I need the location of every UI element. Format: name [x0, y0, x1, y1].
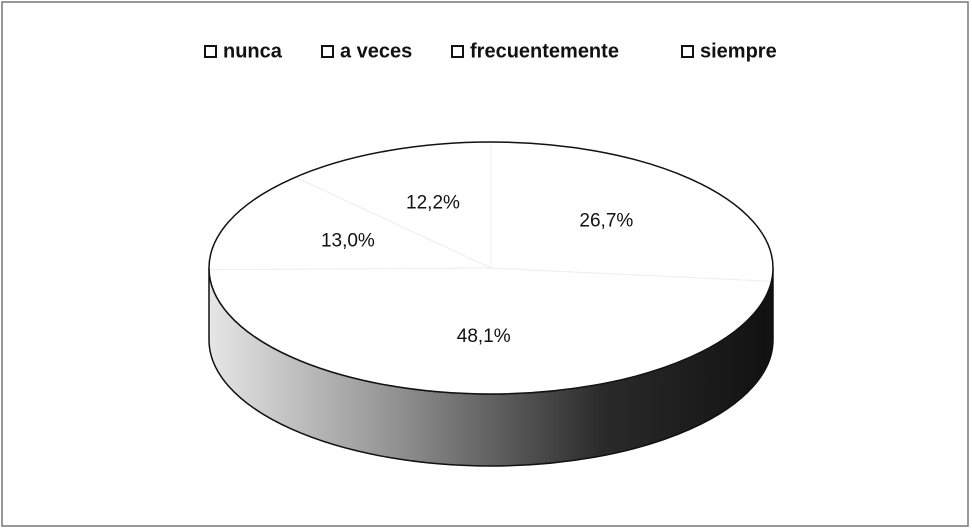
pie-outline: [208, 141, 774, 395]
legend-label: a veces: [340, 40, 412, 62]
legend-label: frecuentemente: [470, 40, 619, 62]
data-label: 12,2%: [406, 193, 460, 214]
data-label: 48,1%: [457, 326, 511, 347]
data-label: 13,0%: [321, 230, 375, 251]
legend-swatch: [681, 45, 694, 58]
data-label: 26,7%: [579, 211, 633, 232]
legend-swatch: [204, 45, 217, 58]
legend-swatch: [321, 45, 334, 58]
legend-label: nunca: [223, 40, 283, 62]
legend-swatch: [451, 45, 464, 58]
legend-label: siempre: [700, 40, 777, 62]
